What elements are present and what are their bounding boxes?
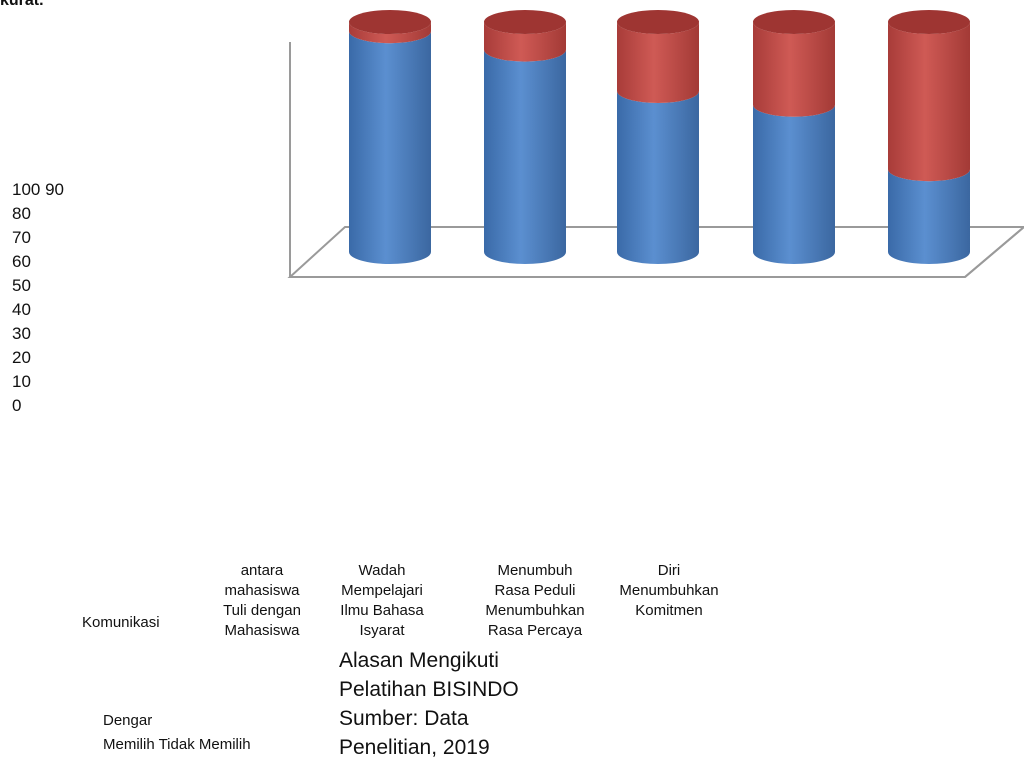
category-label-1: antara mahasiswa Tuli dengan Mahasiswa — [206, 561, 318, 641]
category-label-line: Rasa Peduli — [494, 582, 576, 599]
category-label-line: Wadah — [358, 562, 406, 579]
category-label-line: Komitmen — [635, 602, 703, 619]
y-tick-label: 70 — [12, 228, 31, 247]
category-label-line: Diri — [657, 562, 681, 579]
caption-line: Penelitian, 2019 — [339, 736, 490, 759]
category-label-line: mahasiswa — [224, 582, 300, 599]
category-label-3: Menumbuh Rasa Peduli Menumbuhkan Rasa Perca… — [470, 561, 600, 641]
legend-entry: Dengar — [103, 712, 153, 729]
category-label-line: Menumbuhkan — [485, 602, 585, 619]
category-label-4: Diri Menumbuhkan Komitmen — [604, 561, 734, 621]
y-tick-label: 100 90 — [12, 180, 64, 199]
bar-top-cap-0 — [349, 10, 431, 34]
bar-top-cap-2 — [617, 10, 699, 34]
legend-entry: Memilih Tidak Memilih — [103, 736, 251, 753]
category-label-0: Komunikasi — [82, 613, 182, 633]
category-label-line: Tuli dengan — [223, 602, 301, 619]
y-tick-label: 50 — [12, 276, 31, 295]
caption-line: Pelatihan BISINDO — [339, 678, 519, 701]
caption-line: Alasan Mengikuti — [339, 649, 499, 672]
category-label-line: Komunikasi — [82, 614, 160, 631]
bar-memilih-1 — [484, 49, 566, 264]
y-tick-label: 30 — [12, 324, 31, 343]
category-label-line: antara — [240, 562, 284, 579]
y-tick-label: 20 — [12, 348, 31, 367]
bar-top-cap-3 — [753, 10, 835, 34]
y-tick-label: 80 — [12, 204, 31, 223]
bar-tidak-memilih-2 — [617, 22, 699, 103]
y-tick-label: 10 — [12, 372, 31, 391]
category-label-line: Menumbuhkan — [619, 582, 719, 599]
chart-legend: Dengar Memilih Tidak Memilih — [103, 709, 251, 757]
figure-caption: Alasan Mengikuti Pelatihan BISINDO Sumber:… — [339, 646, 519, 762]
bar-tidak-memilih-3 — [752, 22, 835, 117]
category-label-line: Menumbuh — [497, 562, 573, 579]
y-tick-label: 0 — [12, 396, 22, 415]
bar-tidak-memilih-4 — [888, 22, 970, 182]
category-label-line: Mahasiswa — [224, 622, 300, 639]
bar-tidak-memilih-1 — [484, 22, 566, 62]
bar-tidak-memilih-0 — [348, 22, 431, 44]
category-label-2: Wadah Mempelajari Ilmu Bahasa Isyarat — [338, 561, 426, 641]
category-label-line: Ilmu Bahasa — [340, 602, 424, 619]
bar-top-cap-1 — [484, 10, 566, 34]
bar-memilih-2 — [617, 91, 699, 264]
caption-line: Sumber: Data — [339, 707, 469, 730]
y-axis-tick-labels: 100 90 80 70 60 50 40 30 20 10 0 — [12, 178, 64, 418]
bar-memilih-4 — [888, 169, 970, 264]
category-label-line: Rasa Percaya — [487, 622, 583, 639]
page-text-fragment: kurat. — [0, 0, 44, 9]
category-label-line: Mempelajari — [341, 582, 423, 599]
bar-memilih-3 — [753, 104, 835, 264]
y-tick-label: 40 — [12, 300, 31, 319]
floor-edge — [964, 226, 1024, 278]
bar-memilih-0 — [348, 31, 431, 265]
y-tick-label: 60 — [12, 252, 31, 271]
category-label-line: Isyarat — [359, 622, 405, 639]
bar-top-cap-4 — [888, 10, 970, 34]
